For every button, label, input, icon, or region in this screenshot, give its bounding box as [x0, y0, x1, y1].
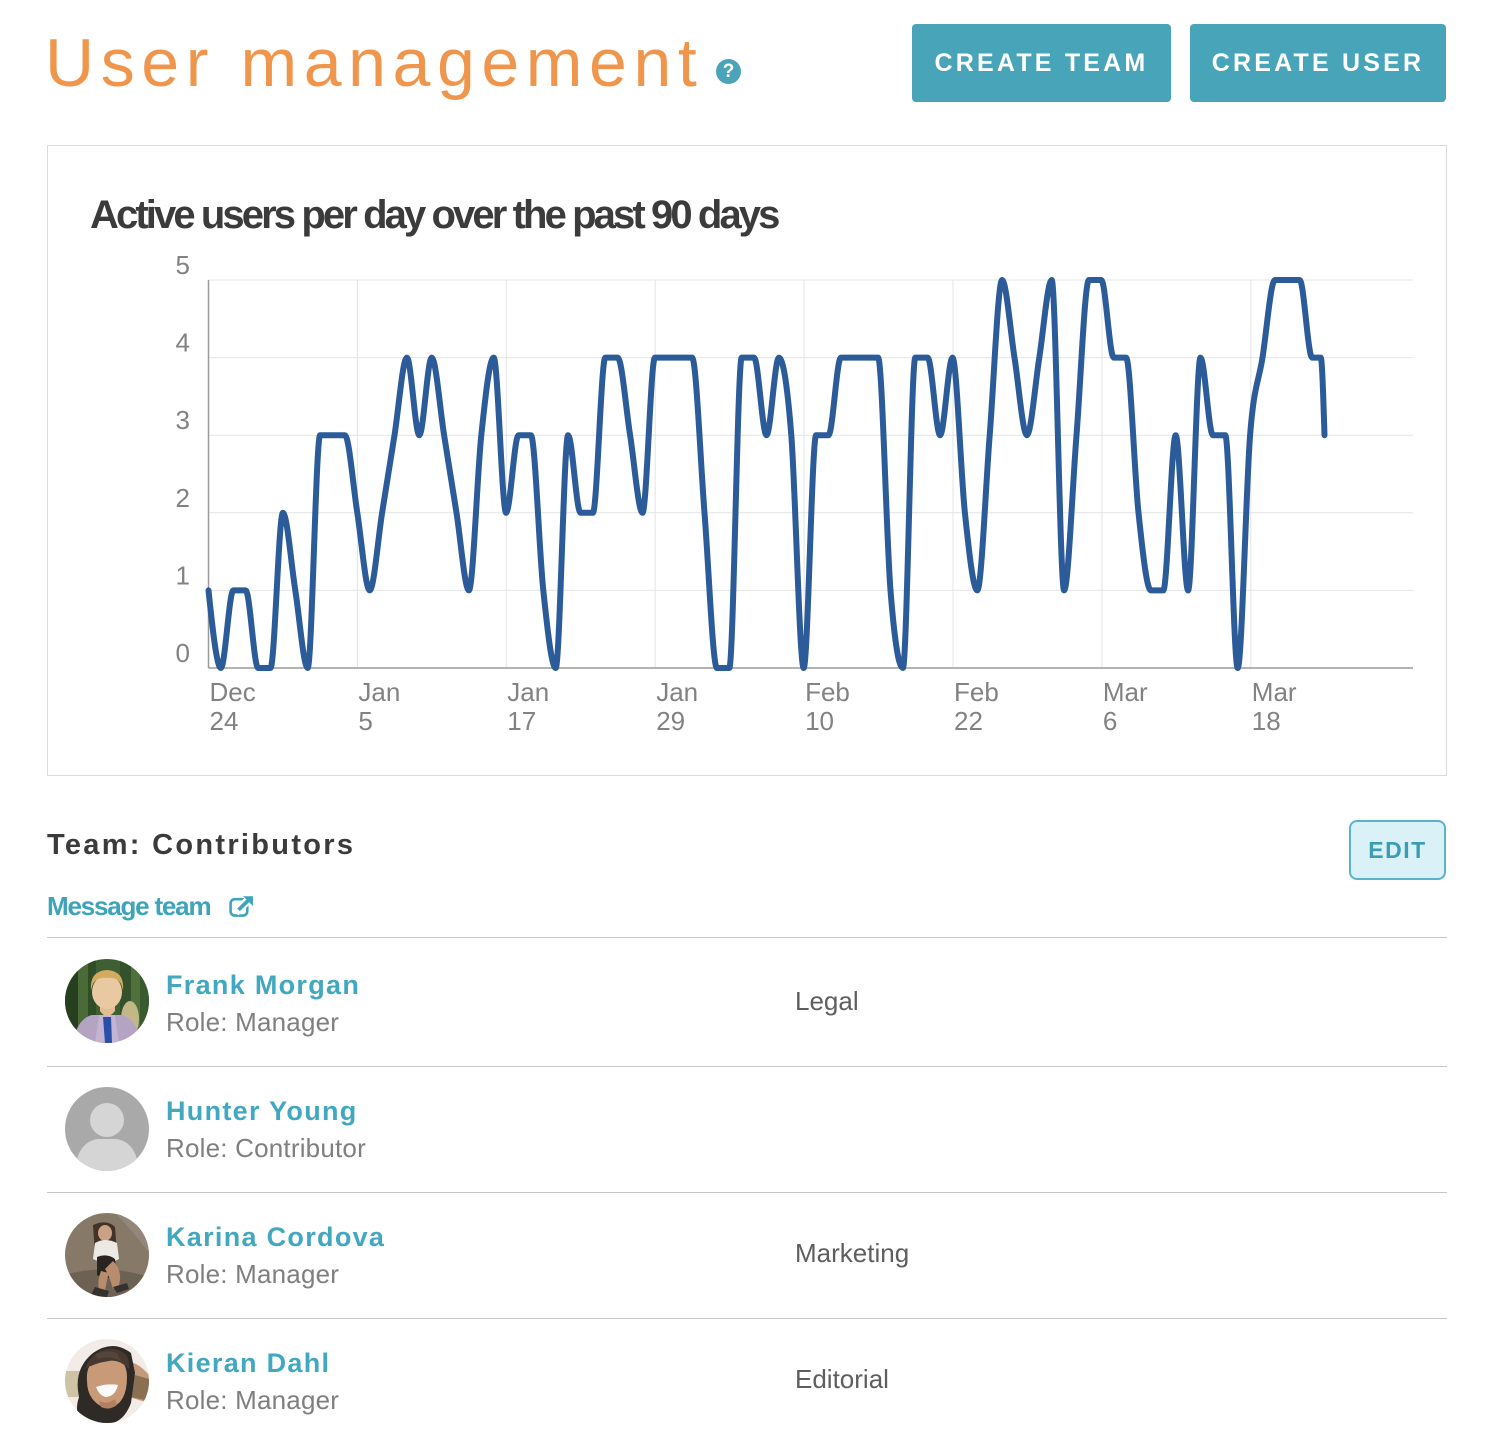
svg-text:2: 2	[176, 483, 190, 513]
svg-text:0: 0	[176, 638, 190, 668]
svg-text:1: 1	[176, 560, 190, 590]
svg-text:Jan: Jan	[358, 677, 400, 707]
svg-text:Feb: Feb	[954, 677, 999, 707]
svg-text:3: 3	[176, 405, 190, 435]
svg-text:22: 22	[954, 706, 983, 736]
svg-text:Feb: Feb	[805, 677, 850, 707]
svg-text:10: 10	[805, 706, 834, 736]
svg-text:Jan: Jan	[507, 677, 549, 707]
svg-text:17: 17	[507, 706, 536, 736]
svg-text:6: 6	[1103, 706, 1117, 736]
svg-text:Jan: Jan	[656, 677, 698, 707]
svg-text:Dec: Dec	[210, 677, 256, 707]
svg-text:18: 18	[1252, 706, 1281, 736]
svg-text:Mar: Mar	[1103, 677, 1148, 707]
svg-text:5: 5	[358, 706, 372, 736]
svg-text:24: 24	[210, 706, 239, 736]
svg-text:4: 4	[176, 328, 190, 358]
svg-text:5: 5	[176, 250, 190, 280]
svg-text:29: 29	[656, 706, 685, 736]
svg-text:Mar: Mar	[1252, 677, 1297, 707]
